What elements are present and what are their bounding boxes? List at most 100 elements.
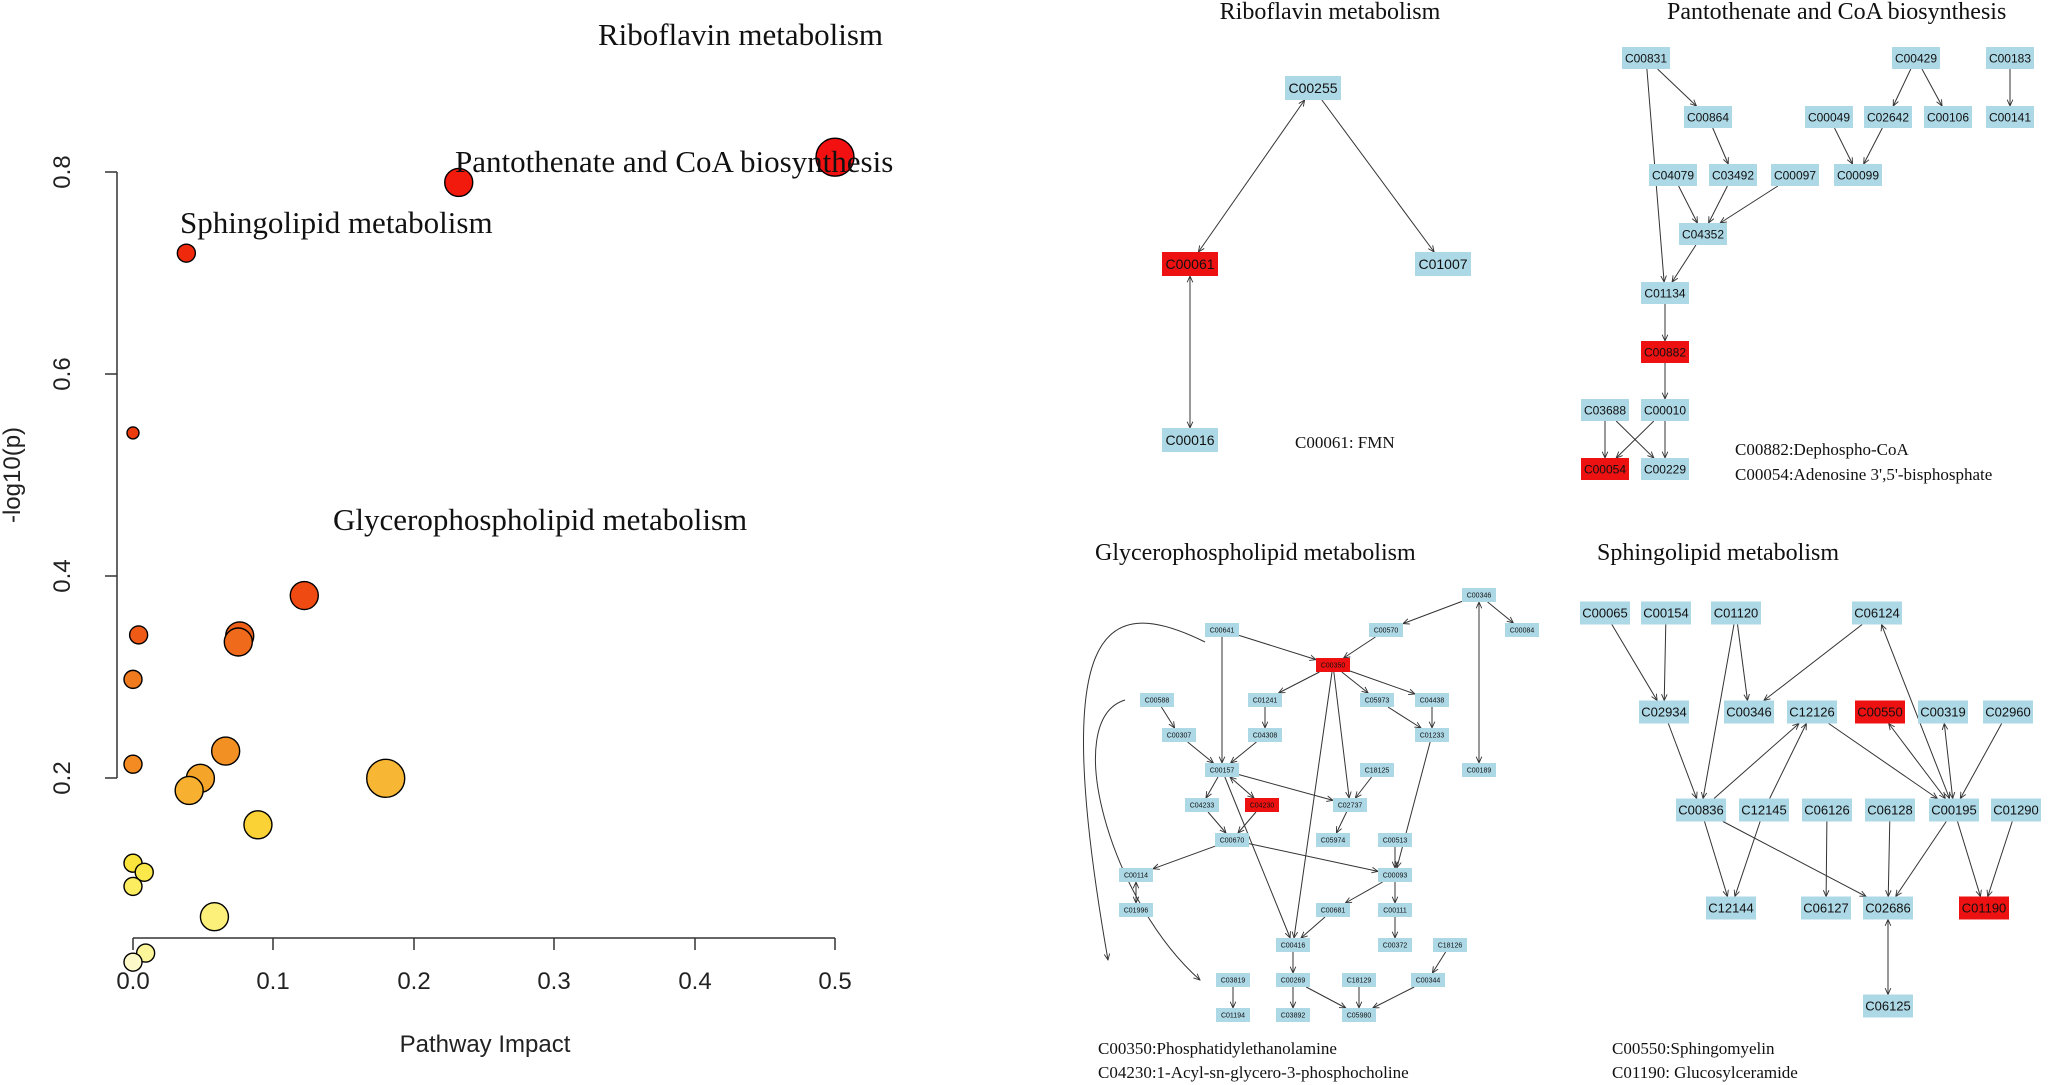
compound-node-label: C00307 [1167,733,1192,740]
edge-arrow [1344,636,1376,658]
scatter-point [134,862,154,882]
edge-arrow [1341,671,1368,693]
x-axis-label: Pathway Impact [400,1031,571,1058]
compound-node-box [1639,700,1689,724]
compound-node-box [1676,798,1726,822]
edge-arrow [1230,777,1254,798]
compound-node-label: C02686 [1865,901,1911,916]
y-tick-label: 0.6 [49,357,76,390]
compound-node-label: C00093 [1383,873,1408,880]
compound-node-box [1248,693,1282,707]
compound-node-label: C03688 [1584,403,1626,417]
edge-arrow [1893,68,1912,106]
compound-node-box [1863,994,1913,1018]
compound-node-label: C04233 [1190,803,1215,810]
compound-node-label: C01290 [1993,803,2039,818]
compound-node-label: C06127 [1803,901,1849,916]
compound-node-label: C00550 [1857,705,1903,720]
compound-node-box [1415,252,1471,276]
scatter-point [815,137,855,177]
compound-node-label: C06124 [1854,606,1900,621]
compound-node-box [1333,798,1367,812]
graph-edges [1083,600,1513,1008]
compound-node-box [1342,973,1376,987]
edge-arrow [1355,776,1372,798]
compound-node-box [1855,700,1905,724]
compound-node-box [1378,833,1412,847]
label-pantothenate-coa: Pantothenate and CoA biosynthesis [455,144,893,179]
compound-node-label: C02737 [1338,803,1363,810]
scatter-point [366,758,406,799]
compound-node-label: C00681 [1321,908,1346,915]
compound-node-box [1852,601,1902,625]
compound-node-box [1119,903,1153,917]
compound-node-box [1162,252,1218,276]
graph-glycero: C00346 C00570 C00084 C00641 C00350 C00588 C012… [1083,588,1539,1022]
edge-arrow [1238,811,1257,833]
compound-node-label: C00054 [1584,462,1626,476]
compound-node-label: C00114 [1124,873,1148,880]
compound-node-label: C00416 [1281,943,1306,950]
edge-arrow [1095,699,1200,980]
compound-node-label: C00016 [1165,432,1214,448]
compound-node-box [1959,896,2009,920]
y-axis: 0.2 0.4 0.6 0.8 -log10(p) [0,155,118,795]
edge-arrow [1160,706,1174,728]
compound-node-box [1801,896,1851,920]
compound-node-label: C02960 [1985,705,2031,720]
compound-node-label: C00882 [1644,345,1686,359]
edge-arrow [1769,724,1807,799]
compound-node-label: C00831 [1625,51,1667,65]
compound-node-box [1378,868,1412,882]
compound-node-box [1709,164,1757,186]
edge-arrow [1988,821,2013,897]
compound-node-label: C01120 [1714,606,1759,621]
edge-arrow [1153,845,1216,869]
edge-arrow [1403,600,1463,623]
panel-pantothenate: Pantothenate and CoA biosynthesis C00882… [1667,0,2006,484]
compound-node-label: C04438 [1420,698,1445,705]
compound-node-label: C12144 [1708,901,1754,916]
scatter-point [126,426,140,440]
compound-node-box [1140,693,1174,707]
scatter-point [444,167,474,198]
edge-arrow [1387,706,1421,728]
compound-node-label: C00350 [1321,663,1346,670]
compound-node-label: C18126 [1438,943,1463,950]
panel-title: Sphingolipid metabolism [1597,540,1839,566]
compound-node-label: C01134 [1644,286,1685,300]
compound-node-box [1787,700,1837,724]
compound-node-label: C00195 [1931,803,1977,818]
compound-node-label: C18125 [1365,768,1390,775]
compound-node-box [1276,1008,1310,1022]
compound-node-label: C00106 [1927,110,1969,124]
compound-node-label: C00588 [1145,698,1170,705]
compound-node-box [1462,763,1496,777]
compound-node-box [1415,728,1449,742]
compound-node-label: C00346 [1726,705,1772,720]
panel-glycerophospholipid: Glycerophospholipid metabolism C00350:Ph… [1095,540,1416,1082]
edge-arrow [1826,821,1827,897]
compound-node-label: C00157 [1210,768,1235,775]
compound-node-label: C00183 [1989,51,2031,65]
compound-node-label: C00513 [1383,838,1408,845]
compound-node-label: C00010 [1644,403,1686,417]
edge-arrow [1712,127,1729,164]
compound-node-label: C00864 [1687,110,1729,124]
edge-arrow [1373,986,1415,1008]
edge-arrow [1737,624,1748,701]
compound-node-box [1433,938,1467,952]
edge-arrow [1224,776,1290,938]
compound-note: C00350:Phosphatidylethanolamine [1098,1039,1337,1058]
compound-node-label: C04352 [1682,227,1724,241]
compound-node-label: C00836 [1678,803,1724,818]
compound-node-label: C00229 [1644,462,1686,476]
compound-node-box [1641,458,1689,480]
compound-node-label: C04308 [1253,733,1278,740]
label-riboflavin-metabolism: Riboflavin metabolism [598,17,883,52]
scatter-point [123,669,143,690]
compound-node-box [1641,601,1691,625]
compound-node-label: C02934 [1641,705,1687,720]
scatter-point [174,775,204,806]
compound-node-box [1505,623,1539,637]
